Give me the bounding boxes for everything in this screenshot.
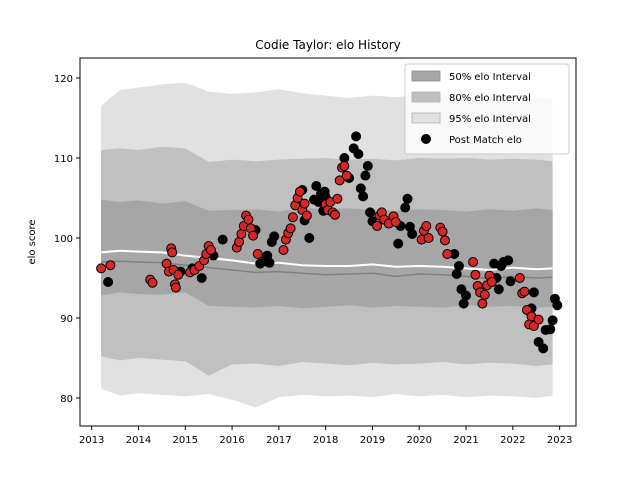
post-match-elo-point-loss [103, 277, 114, 287]
x-tick-label: 2017 [266, 435, 291, 446]
post-match-elo-point-win [287, 212, 298, 223]
post-match-elo-point-loss [304, 233, 315, 243]
post-match-elo-point-win [437, 226, 448, 237]
post-match-elo-point-win [170, 282, 181, 293]
y-tick-label: 90 [60, 314, 73, 325]
post-match-elo-point-loss [351, 131, 362, 142]
post-match-elo-point-win [278, 245, 289, 255]
post-match-elo-point-win [470, 269, 481, 280]
post-match-elo-point-loss [196, 273, 207, 283]
post-match-elo-point-win [442, 249, 453, 259]
legend-label-band50: 50% elo Interval [449, 72, 531, 83]
post-match-elo-point-loss [353, 149, 364, 159]
post-match-elo-point-win [252, 249, 263, 259]
y-tick-label: 120 [54, 74, 73, 85]
post-match-elo-point-loss [545, 324, 556, 335]
post-match-elo-point-win [533, 314, 544, 325]
y-tick-label: 100 [54, 234, 73, 245]
post-match-elo-point-win [390, 217, 401, 227]
post-match-elo-point-win [486, 277, 497, 287]
x-tick-label: 2018 [313, 435, 338, 446]
post-match-elo-point-win [299, 198, 310, 209]
chart-title: Codie Taylor: elo History [255, 38, 401, 52]
x-tick-label: 2019 [360, 435, 385, 446]
post-match-elo-point-loss [400, 202, 411, 213]
post-match-elo-point-loss [362, 161, 373, 171]
post-match-elo-point-win [479, 289, 490, 300]
post-match-elo-point-win [248, 230, 259, 241]
post-match-elo-point-win [96, 263, 107, 274]
post-match-elo-point-loss [393, 238, 404, 249]
y-tick-label: 110 [54, 154, 73, 165]
post-match-elo-point-win [285, 223, 296, 234]
post-match-elo-point-loss [217, 234, 228, 245]
legend-marker-post-match [421, 134, 431, 144]
post-match-elo-point-win [477, 298, 488, 309]
x-tick-label: 2015 [173, 435, 198, 446]
x-tick-label: 2023 [547, 435, 572, 446]
legend-swatch-band80 [411, 91, 441, 103]
post-match-elo-point-loss [311, 181, 322, 191]
post-match-elo-point-win [440, 235, 450, 246]
post-match-elo-point-win [173, 269, 184, 280]
post-match-elo-point-loss [505, 276, 516, 287]
post-match-elo-point-loss [402, 193, 413, 204]
post-match-elo-point-win [332, 193, 343, 204]
post-match-elo-point-win [147, 277, 158, 288]
post-match-elo-point-win [105, 260, 116, 271]
axes-frame [79, 57, 577, 427]
post-match-elo-point-win [206, 245, 216, 255]
x-tick-label: 2022 [500, 435, 525, 446]
post-match-elo-point-win [243, 214, 254, 225]
post-match-elo-point-loss [528, 287, 539, 298]
post-match-elo-point-win [301, 210, 312, 221]
y-tick-label: 80 [60, 394, 73, 405]
x-tick-label: 2021 [453, 435, 478, 446]
legend-swatch-band95 [411, 112, 441, 124]
legend-label-band80: 80% elo Interval [449, 93, 531, 104]
post-match-elo-point-win [341, 170, 352, 181]
post-match-elo-point-win [294, 186, 305, 197]
legend: 50% elo Interval 80% elo Interval 95% elo … [404, 63, 570, 155]
post-match-elo-point-loss [264, 257, 275, 268]
post-match-elo-point-win [330, 209, 340, 220]
post-match-elo-point-loss [547, 315, 558, 326]
post-match-elo-point-win [468, 257, 479, 267]
legend-label-marker: Post Match elo [449, 135, 522, 146]
post-match-elo-point-loss [538, 343, 549, 354]
x-tick-label: 2013 [79, 435, 104, 446]
post-match-elo-point-loss [461, 290, 471, 301]
post-match-elo-point-loss [454, 261, 464, 271]
y-axis-label: elo score [27, 219, 38, 264]
x-tick-label: 2014 [126, 435, 151, 446]
post-match-elo-point-win [334, 175, 345, 186]
axes: 2013 2014 2015 2016 2017 2018 2019 2020 2021 2022… [54, 74, 572, 446]
plot-area [96, 82, 563, 408]
post-match-elo-point-win [519, 286, 530, 297]
post-match-elo-point-loss [358, 191, 369, 202]
post-match-elo-point-loss [360, 170, 371, 181]
post-match-elo-point-loss [552, 300, 563, 311]
post-match-elo-point-win [167, 247, 178, 258]
post-match-elo-point-win [421, 221, 432, 231]
post-match-elo-point-loss [493, 284, 504, 295]
post-match-elo-point-loss [407, 229, 418, 239]
post-match-elo-point-win [514, 273, 525, 283]
post-match-elo-point-win [423, 233, 434, 243]
post-match-elo-point-win [339, 161, 350, 171]
post-match-elo-point-loss [269, 231, 280, 242]
x-tick-label: 2020 [407, 435, 432, 446]
post-match-elo-point-loss [503, 255, 514, 266]
legend-box [404, 63, 570, 155]
legend-label-band95: 95% elo Interval [449, 114, 531, 125]
legend-swatch-band50 [411, 70, 441, 82]
post-match-elo-point-loss [365, 207, 376, 218]
post-match-elo-point-win [372, 221, 383, 231]
x-tick-label: 2016 [219, 435, 244, 446]
